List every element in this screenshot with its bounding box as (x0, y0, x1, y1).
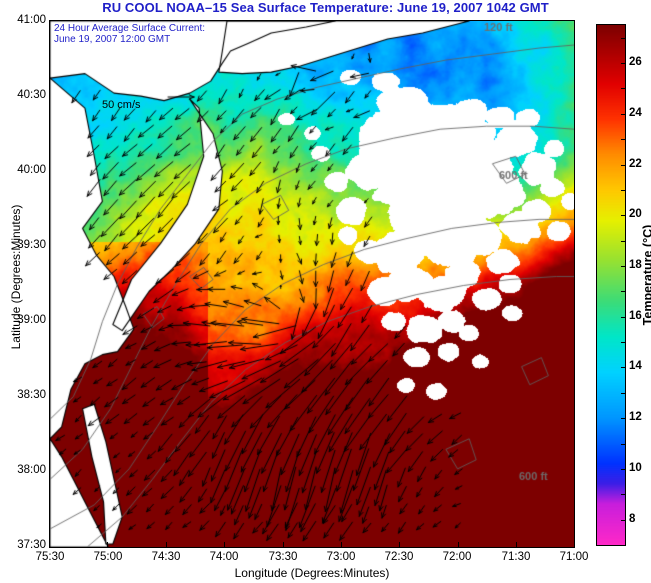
sst-map-canvas (50, 21, 574, 547)
colorbar-tick-mark (621, 418, 626, 420)
y-tick-label: 38:00 (17, 464, 46, 476)
colorbar-tick-mark (621, 265, 626, 267)
x-tick-label: 74:00 (209, 551, 239, 563)
x-tick-mark (574, 542, 575, 548)
x-tick-label: 74:30 (151, 551, 181, 563)
colorbar-tick-label: 14 (629, 360, 642, 373)
colorbar-tick-label: 22 (629, 157, 642, 170)
colorbar-minor-tick (621, 291, 625, 293)
colorbar-minor-tick (621, 240, 625, 242)
colorbar-tick-mark (621, 519, 626, 521)
figure-title: RU COOL NOAA–15 Sea Surface Temperature:… (102, 0, 549, 15)
colorbar-tick-label: 20 (629, 208, 642, 221)
y-tick-label: 37:30 (17, 539, 46, 551)
map-plot-area[interactable]: 24 Hour Average Surface Current: June 19… (49, 20, 575, 548)
colorbar-tick-label: 26 (629, 56, 642, 69)
x-tick-mark (341, 542, 342, 548)
colorbar-tick-mark (621, 63, 626, 65)
x-tick-mark (224, 542, 225, 548)
x-tick-mark (458, 542, 459, 548)
colorbar-gradient (597, 25, 625, 545)
x-tick-label: 72:30 (384, 551, 414, 563)
current-annotation-line2: June 19, 2007 12:00 GMT (54, 34, 171, 45)
colorbar-tick-label: 18 (629, 258, 642, 271)
colorbar-minor-tick (621, 443, 625, 445)
x-tick-label: 71:00 (559, 551, 589, 563)
x-tick-label: 73:00 (326, 551, 356, 563)
colorbar-tick-mark (621, 468, 626, 470)
colorbar-tick-label: 8 (629, 512, 636, 525)
x-tick-mark (166, 542, 167, 548)
x-tick-label: 75:00 (93, 551, 123, 563)
colorbar-tick-mark (621, 316, 626, 318)
x-tick-mark (516, 542, 517, 548)
current-annotation-line1: 24 Hour Average Surface Current: (54, 23, 206, 34)
x-tick-label: 71:30 (501, 551, 531, 563)
y-tick-label: 40:00 (17, 164, 46, 176)
colorbar-tick-mark (621, 215, 626, 217)
colorbar-tick-label: 16 (629, 309, 642, 322)
colorbar-label: Temperature (°C) (641, 224, 651, 326)
colorbar-tick-mark (621, 164, 626, 166)
colorbar-tick-label: 10 (629, 461, 642, 474)
x-axis-label: Longitude (Degrees:Minutes) (234, 566, 390, 580)
vector-scale-label: 50 cm/s (102, 99, 141, 111)
y-tick-label: 39:30 (17, 239, 46, 251)
colorbar-minor-tick (621, 494, 625, 496)
y-tick-label: 41:00 (17, 14, 46, 26)
colorbar-tick-label: 12 (629, 411, 642, 424)
x-tick-mark (399, 542, 400, 548)
colorbar-tick-mark (621, 113, 626, 115)
colorbar-box (596, 24, 626, 546)
colorbar-tick-label: 24 (629, 106, 642, 119)
colorbar-minor-tick (621, 392, 625, 394)
current-annotation: 24 Hour Average Surface Current: June 19… (54, 23, 205, 45)
x-tick-mark (49, 542, 50, 548)
colorbar-minor-tick (621, 189, 625, 191)
y-tick-label: 38:30 (17, 389, 46, 401)
y-axis-label: Latitude (Degrees:Minutes) (9, 204, 23, 350)
x-tick-mark (107, 542, 108, 548)
colorbar-minor-tick (621, 88, 625, 90)
x-tick-label: 72:00 (442, 551, 472, 563)
colorbar-minor-tick (621, 139, 625, 141)
colorbar-tick-mark (621, 367, 626, 369)
x-tick-label: 73:30 (268, 551, 298, 563)
x-tick-mark (283, 542, 284, 548)
y-tick-label: 39:00 (17, 314, 46, 326)
y-tick-label: 40:30 (17, 89, 46, 101)
x-tick-label: 75:30 (35, 551, 65, 563)
colorbar-minor-tick (621, 342, 625, 344)
colorbar-minor-tick (621, 37, 625, 39)
